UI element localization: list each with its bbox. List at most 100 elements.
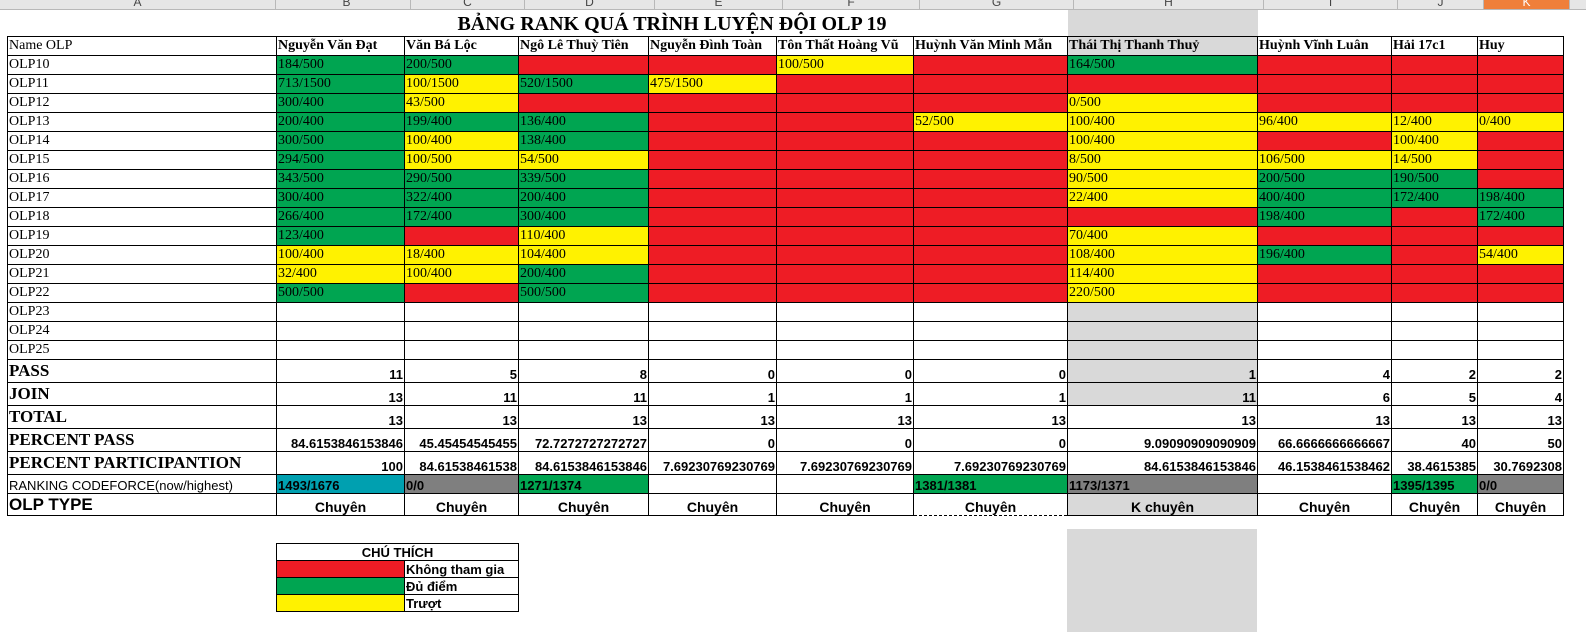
score-cell[interactable]: 200/400	[518, 187, 649, 208]
score-cell[interactable]: 8/500	[1067, 149, 1258, 170]
stat-value[interactable]: 45.45454545455	[404, 427, 519, 452]
ranking-cell[interactable]	[1257, 473, 1392, 494]
score-cell[interactable]: 43/500	[404, 92, 519, 113]
stat-value[interactable]: 100	[276, 450, 405, 475]
score-cell[interactable]	[1257, 339, 1392, 360]
member-header[interactable]: Huỳnh Vĩnh Luân	[1257, 35, 1392, 56]
score-cell[interactable]: 138/400	[518, 130, 649, 151]
score-cell[interactable]: 713/1500	[276, 73, 405, 94]
score-cell[interactable]: 200/500	[404, 54, 519, 75]
score-cell[interactable]: 172/400	[404, 206, 519, 227]
score-cell[interactable]	[913, 282, 1068, 303]
score-cell[interactable]	[1391, 339, 1478, 360]
score-cell[interactable]: 100/400	[404, 130, 519, 151]
score-cell[interactable]	[776, 130, 914, 151]
ranking-cell[interactable]: 0/0	[404, 473, 519, 494]
ranking-cell[interactable]: 0/0	[1477, 473, 1564, 494]
score-cell[interactable]	[1391, 225, 1478, 246]
score-cell[interactable]	[913, 225, 1068, 246]
score-cell[interactable]	[1477, 301, 1564, 322]
score-cell[interactable]	[1391, 54, 1478, 75]
score-cell[interactable]: 200/500	[1257, 168, 1392, 189]
score-cell[interactable]: 100/400	[276, 244, 405, 265]
score-cell[interactable]	[518, 339, 649, 360]
score-cell[interactable]	[518, 301, 649, 322]
row-label[interactable]: OLP16	[7, 168, 277, 189]
score-cell[interactable]: 100/1500	[404, 73, 519, 94]
score-cell[interactable]	[913, 130, 1068, 151]
score-cell[interactable]: 54/500	[518, 149, 649, 170]
member-header[interactable]: Huy	[1477, 35, 1564, 56]
row-label[interactable]: OLP20	[7, 244, 277, 265]
row-label[interactable]: OLP22	[7, 282, 277, 303]
cell-a1[interactable]	[7, 10, 277, 37]
score-cell[interactable]	[1257, 73, 1392, 94]
score-cell[interactable]: 104/400	[518, 244, 649, 265]
score-cell[interactable]	[776, 92, 914, 113]
score-cell[interactable]	[776, 149, 914, 170]
member-header[interactable]: Tôn Thất Hoàng Vũ	[776, 35, 914, 56]
score-cell[interactable]	[913, 206, 1068, 227]
score-cell[interactable]: 290/500	[404, 168, 519, 189]
olp-type-cell[interactable]: Chuyên	[1257, 492, 1392, 516]
score-cell[interactable]	[913, 301, 1068, 322]
score-cell[interactable]: 100/500	[404, 149, 519, 170]
member-header[interactable]: Huỳnh Văn Minh Mẫn	[913, 35, 1068, 56]
score-cell[interactable]	[776, 282, 914, 303]
score-cell[interactable]: 184/500	[276, 54, 405, 75]
score-cell[interactable]: 100/500	[776, 54, 914, 75]
stat-value[interactable]: 13	[276, 404, 405, 429]
score-cell[interactable]	[648, 149, 777, 170]
olp-type-cell[interactable]: Chuyên	[776, 492, 914, 516]
score-cell[interactable]	[648, 225, 777, 246]
score-cell[interactable]	[1391, 206, 1478, 227]
stat-value[interactable]: 13	[776, 404, 914, 429]
stat-value[interactable]: 13	[1477, 404, 1564, 429]
stat-value[interactable]: 13	[404, 404, 519, 429]
cell-j1[interactable]	[1391, 10, 1478, 37]
stat-label[interactable]: PERCENT PASS	[7, 427, 277, 452]
score-cell[interactable]: 198/400	[1257, 206, 1392, 227]
score-cell[interactable]	[276, 320, 405, 341]
row-label[interactable]: OLP15	[7, 149, 277, 170]
score-cell[interactable]	[648, 92, 777, 113]
score-cell[interactable]	[1257, 301, 1392, 322]
row-label[interactable]: OLP17	[7, 187, 277, 208]
olp-type-cell[interactable]: Chuyên	[913, 492, 1068, 516]
score-cell[interactable]: 220/500	[1067, 282, 1258, 303]
score-cell[interactable]	[1477, 73, 1564, 94]
score-cell[interactable]	[776, 339, 914, 360]
ranking-cell[interactable]	[776, 473, 914, 494]
score-cell[interactable]	[648, 339, 777, 360]
row-label[interactable]: OLP10	[7, 54, 277, 75]
score-cell[interactable]	[1477, 339, 1564, 360]
score-cell[interactable]: 520/1500	[518, 73, 649, 94]
score-cell[interactable]: 300/400	[276, 92, 405, 113]
score-cell[interactable]: 190/500	[1391, 168, 1478, 189]
score-cell[interactable]	[518, 320, 649, 341]
column-header-b[interactable]: B	[283, 0, 411, 9]
score-cell[interactable]: 475/1500	[648, 73, 777, 94]
score-cell[interactable]	[776, 225, 914, 246]
header-name-olp[interactable]: Name OLP	[7, 35, 277, 56]
score-cell[interactable]: 136/400	[518, 111, 649, 132]
stat-value[interactable]: 84.6153846153846	[1067, 450, 1258, 475]
stat-value[interactable]: 72.7272727272727	[518, 427, 649, 452]
stat-value[interactable]: 46.1538461538462	[1257, 450, 1392, 475]
stat-value[interactable]: 11	[518, 381, 649, 406]
score-cell[interactable]	[776, 111, 914, 132]
score-cell[interactable]: 18/400	[404, 244, 519, 265]
score-cell[interactable]: 108/400	[1067, 244, 1258, 265]
score-cell[interactable]	[1067, 320, 1258, 341]
sheet-title[interactable]: BẢNG RANK QUÁ TRÌNH LUYỆN ĐỘI OLP 19	[276, 10, 1068, 37]
score-cell[interactable]	[776, 301, 914, 322]
score-cell[interactable]	[1391, 73, 1478, 94]
score-cell[interactable]	[648, 301, 777, 322]
score-cell[interactable]: 300/400	[518, 206, 649, 227]
score-cell[interactable]	[1391, 92, 1478, 113]
stat-label[interactable]: PERCENT PARTICIPANTION	[7, 450, 277, 475]
stat-value[interactable]: 0	[648, 358, 777, 383]
ranking-cell[interactable]	[648, 473, 777, 494]
score-cell[interactable]	[1477, 92, 1564, 113]
column-header-e[interactable]: E	[655, 0, 783, 9]
